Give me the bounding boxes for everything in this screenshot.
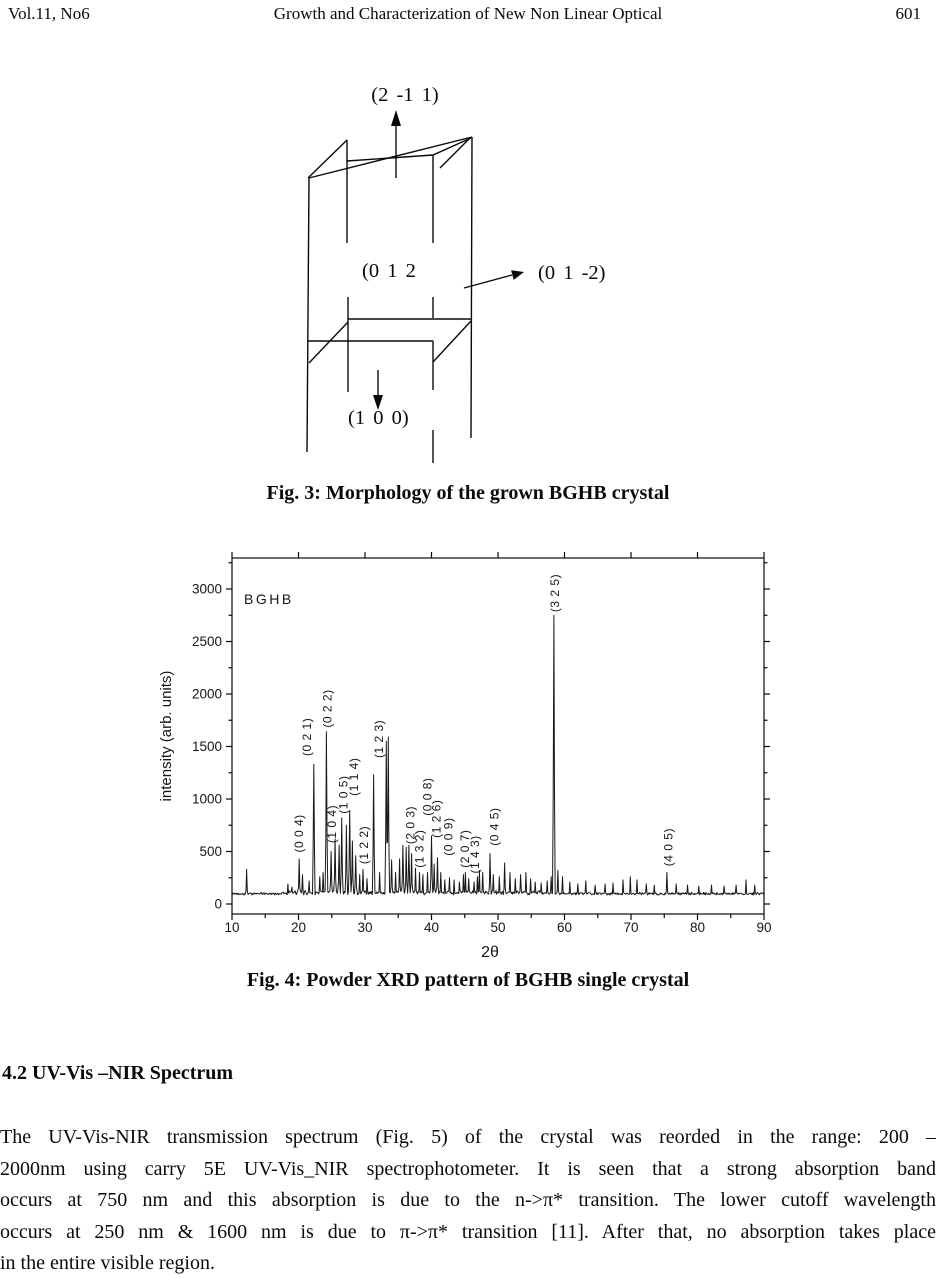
peak-miller-label: (0 0 9) [442, 818, 456, 856]
xrd-chart: 10 20 30 40 50 60 70 80 90 0 500 1000 1500 2000 2500 30… [158, 552, 772, 961]
peak-miller-label: (1 0 5) [337, 776, 351, 814]
down-arrow [373, 370, 383, 410]
peak-miller-label: (0 0 8) [420, 778, 434, 816]
x-tick-label: 20 [291, 920, 306, 935]
peak-miller-label: (0 2 1) [300, 718, 314, 756]
journal-volume: Vol.11, No6 [8, 4, 90, 23]
x-tick-label: 30 [357, 920, 372, 935]
y-tick-label: 500 [199, 844, 222, 859]
page-number: 601 [895, 4, 922, 23]
face-label-front: (0 1 2 [362, 260, 416, 282]
peak-miller-label: (2 0 3) [404, 806, 418, 844]
y-tick-label: 1500 [192, 739, 222, 754]
y-tick-label: 1000 [192, 792, 222, 807]
peak-miller-label: (1 1 4) [347, 758, 361, 796]
x-axis-title: 2θ [481, 944, 499, 961]
peak-miller-label: (3 2 5) [548, 574, 562, 612]
y-axis-title: intensity (arb. units) [158, 671, 175, 802]
section-heading: 4.2 UV-Vis –NIR Spectrum [2, 1062, 234, 1084]
peak-miller-label: (1 4 3) [468, 835, 482, 873]
page-header: Vol.11, No6 Growth and Characterization … [0, 4, 936, 28]
x-tick-label: 10 [224, 920, 239, 935]
up-arrow [391, 110, 401, 178]
figure4-caption: Fig. 4: Powder XRD pattern of BGHB singl… [246, 969, 690, 991]
y-tick-label: 3000 [192, 582, 222, 597]
crystal-edges [306, 136, 473, 463]
x-tick-label: 50 [490, 920, 505, 935]
peak-miller-label: (2 0 7) [458, 830, 472, 868]
peak-miller-label: (0 2 2) [321, 689, 335, 727]
y-tick-label: 0 [214, 897, 222, 912]
y-tick-label: 2500 [192, 634, 222, 649]
crystal-morphology-figure: (2 -1 1) (0 1 2 (0 1 -2) (1 0 0) [306, 84, 605, 463]
peak-miller-label: (0 0 4) [292, 814, 306, 852]
x-tick-label: 60 [557, 920, 572, 935]
running-title: Growth and Characterization of New Non L… [273, 4, 663, 23]
face-label-right: (0 1 -2) [538, 262, 605, 284]
x-tick-label: 40 [424, 920, 439, 935]
peak-miller-label: (1 3 2) [412, 830, 426, 868]
x-tick-label: 70 [623, 920, 638, 935]
x-tick-label: 90 [756, 920, 771, 935]
right-arrow [463, 270, 524, 289]
xrd-trace [231, 614, 765, 896]
x-tick-label: 80 [690, 920, 705, 935]
peak-miller-label: (1 2 6) [430, 800, 444, 838]
peak-miller-label: (1 2 2) [357, 826, 371, 864]
peak-miller-label: (4 0 5) [662, 828, 676, 866]
body-paragraph-last-line: in the entire visible region. [0, 1252, 215, 1274]
figure3-caption: Fig. 3: Morphology of the grown BGHB cry… [266, 482, 670, 504]
peak-miller-label: (0 4 5) [488, 808, 502, 846]
peak-miller-label: (1 2 3) [372, 720, 386, 758]
body-paragraph: The UV-Vis-NIR transmission spectrum (Fi… [0, 1126, 936, 1243]
face-label-bottom: (1 0 0) [348, 407, 409, 429]
series-label: BGHB [244, 591, 294, 607]
face-label-top: (2 -1 1) [371, 84, 438, 106]
y-tick-label: 2000 [192, 687, 222, 702]
peak-miller-label: (1 0 4) [325, 805, 339, 843]
